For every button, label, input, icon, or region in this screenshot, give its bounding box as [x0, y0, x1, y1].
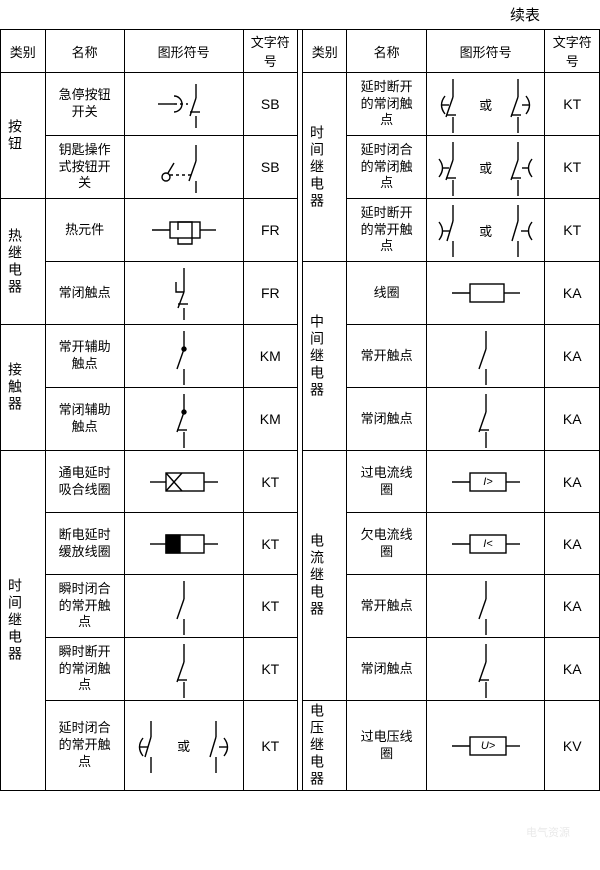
row-name: 瞬时闭合的常开触点	[45, 575, 124, 638]
category: 中间继电器	[302, 262, 347, 451]
category: 电流继电器	[302, 451, 347, 701]
symbol-cell	[124, 575, 243, 638]
symbol-cell	[124, 325, 243, 388]
symbol-cell	[124, 73, 243, 136]
header-code: 文字符号	[243, 30, 297, 73]
category: 时间继电器	[302, 73, 347, 262]
category: 热继电器	[1, 199, 46, 325]
row-name: 常闭触点	[347, 388, 426, 451]
row-name: 常开触点	[347, 575, 426, 638]
symbol-cell	[124, 513, 243, 575]
code: KA	[545, 451, 600, 513]
symbol-cell	[426, 575, 545, 638]
row-name: 延时断开的常闭触点	[347, 73, 426, 136]
symbol-cell	[124, 388, 243, 451]
code: KT	[243, 575, 297, 638]
code: SB	[243, 73, 297, 136]
row-name: 通电延时吸合线圈	[45, 451, 124, 513]
code: KT	[545, 199, 600, 262]
row-name: 延时断开的常开触点	[347, 199, 426, 262]
symbol-table: 类别名称图形符号文字符号类别名称图形符号文字符号按钮急停按钮开关SB时间继电器延…	[0, 29, 600, 791]
category: 接触器	[1, 325, 46, 451]
watermark: 电气资源	[526, 824, 570, 840]
symbol-cell: 或	[124, 701, 243, 791]
row-name: 常开触点	[347, 325, 426, 388]
row-name: 欠电流线圈	[347, 513, 426, 575]
code: SB	[243, 136, 297, 199]
code: FR	[243, 262, 297, 325]
symbol-cell	[124, 199, 243, 262]
symbol-cell	[124, 638, 243, 701]
code: KM	[243, 325, 297, 388]
symbol-cell	[124, 262, 243, 325]
code: KT	[243, 451, 297, 513]
category: 按钮	[1, 73, 46, 199]
code: KA	[545, 513, 600, 575]
row-name: 瞬时断开的常闭触点	[45, 638, 124, 701]
symbol-cell: 或	[426, 199, 545, 262]
header-symbol: 图形符号	[124, 30, 243, 73]
code: FR	[243, 199, 297, 262]
code: KT	[545, 136, 600, 199]
code: KM	[243, 388, 297, 451]
symbol-cell: I>	[426, 451, 545, 513]
header-code-r: 文字符号	[545, 30, 600, 73]
code: KT	[243, 701, 297, 791]
row-name: 断电延时缓放线圈	[45, 513, 124, 575]
header-cat-r: 类别	[302, 30, 347, 73]
code: KA	[545, 388, 600, 451]
header-name-r: 名称	[347, 30, 426, 73]
header-symbol-r: 图形符号	[426, 30, 545, 73]
symbol-cell	[124, 136, 243, 199]
code: KT	[243, 638, 297, 701]
row-name: 钥匙操作式按钮开关	[45, 136, 124, 199]
svg-text:U>: U>	[480, 739, 495, 751]
header-cat: 类别	[1, 30, 46, 73]
symbol-cell: 或	[426, 136, 545, 199]
code: KT	[243, 513, 297, 575]
symbol-cell: I<	[426, 513, 545, 575]
header-name: 名称	[45, 30, 124, 73]
symbol-cell	[426, 638, 545, 701]
row-name: 常闭触点	[45, 262, 124, 325]
row-name: 热元件	[45, 199, 124, 262]
row-name: 常开辅助触点	[45, 325, 124, 388]
row-name: 线圈	[347, 262, 426, 325]
category: 时间继电器	[1, 451, 46, 791]
row-name: 急停按钮开关	[45, 73, 124, 136]
code: KA	[545, 325, 600, 388]
row-name: 常闭辅助触点	[45, 388, 124, 451]
row-name: 延时闭合的常开触点	[45, 701, 124, 791]
category: 电压继电器	[302, 701, 347, 791]
symbol-cell	[426, 325, 545, 388]
table-caption: 续表	[0, 0, 600, 29]
symbol-cell	[426, 262, 545, 325]
code: KA	[545, 638, 600, 701]
code: KV	[545, 701, 600, 791]
row-name: 过电压线圈	[347, 701, 426, 791]
code: KA	[545, 262, 600, 325]
svg-text:I<: I<	[483, 537, 493, 549]
symbol-cell: U>	[426, 701, 545, 791]
symbol-cell: 或	[426, 73, 545, 136]
row-name: 延时闭合的常闭触点	[347, 136, 426, 199]
symbol-cell	[426, 388, 545, 451]
row-name: 过电流线圈	[347, 451, 426, 513]
svg-text:I>: I>	[483, 475, 493, 487]
row-name: 常闭触点	[347, 638, 426, 701]
code: KA	[545, 575, 600, 638]
code: KT	[545, 73, 600, 136]
symbol-cell	[124, 451, 243, 513]
